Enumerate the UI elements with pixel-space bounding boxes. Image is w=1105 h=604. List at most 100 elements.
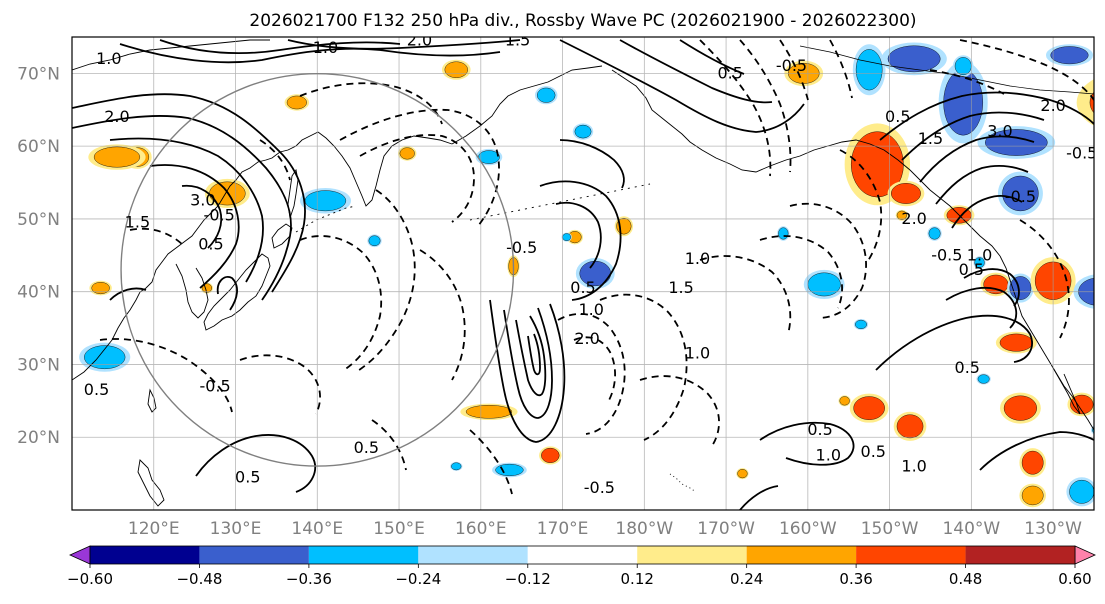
divergence-blob: [853, 318, 869, 330]
colorbar-bin: [199, 546, 309, 564]
divergence-blob: [450, 461, 463, 471]
divergence-blob: [777, 226, 790, 241]
divergence-blob: [1090, 425, 1094, 435]
contour-label: 0.5: [807, 420, 832, 439]
longitude-tick-label: 160°E: [455, 519, 507, 539]
contour-label: 2.0: [1040, 96, 1065, 115]
contour-positive: [109, 287, 147, 301]
contour-negative: [371, 419, 407, 471]
contour-label: 1.0: [578, 300, 603, 319]
longitude-tick-label: 140°E: [291, 519, 343, 539]
colorbar-labels: −0.60 −0.48 −0.36 −0.24 −0.12 0.12 0.24 0.36 0.4…: [67, 564, 1092, 588]
contour-label: -0.5: [199, 376, 230, 395]
contour-positive: [527, 333, 541, 376]
svg-text:0.5: 0.5: [354, 438, 379, 457]
divergence-blob: [1019, 448, 1046, 478]
divergence-blob: [539, 446, 562, 465]
contour-label: 3.0: [190, 191, 215, 210]
svg-text:1.0: 1.0: [816, 445, 841, 464]
svg-text:0.5: 0.5: [807, 420, 832, 439]
divergence-blob: [1007, 273, 1034, 303]
contour-label: -0.5: [931, 245, 962, 264]
svg-text:3.0: 3.0: [987, 122, 1012, 141]
longitude-tick-label: 140°W: [942, 519, 1000, 539]
svg-text:0.5: 0.5: [885, 107, 910, 126]
contour-label: 1.0: [313, 38, 338, 57]
contour-negative: [259, 139, 291, 181]
contour-label: 0.5: [959, 260, 984, 279]
contour-label: 1.5: [505, 37, 530, 50]
contour-label: 0.5: [570, 278, 595, 297]
contour-negative: [839, 149, 883, 265]
contour-positive: [159, 39, 401, 55]
svg-text:2.0: 2.0: [901, 209, 926, 228]
contour-label: 1.0: [685, 344, 710, 363]
colorbar-tick-label: 0.12: [621, 570, 654, 588]
contour-positive: [216, 276, 238, 311]
svg-text:0.5: 0.5: [861, 442, 886, 461]
svg-text:2.0: 2.0: [104, 107, 129, 126]
divergence-blob: [980, 272, 1012, 297]
svg-text:1.0: 1.0: [578, 300, 603, 319]
divergence-blob: [976, 373, 991, 385]
contour-negative: [699, 39, 772, 177]
contour-label: 2.0: [407, 37, 432, 50]
contour-negative: [639, 375, 720, 447]
divergence-blob: [849, 393, 889, 423]
contour-negative: [557, 313, 626, 435]
rossby-wave-contours-negative: [99, 39, 1094, 495]
svg-text:-0.5: -0.5: [584, 478, 615, 497]
kuril-islands: [295, 205, 357, 233]
japan-coastline: [203, 253, 271, 331]
divergence-blob: [1066, 477, 1094, 507]
colorbar-bin: [637, 546, 747, 564]
divergence-blob: [893, 411, 927, 441]
map-area[interactable]: 1.02.03.01.0 2.0 1.5-0.50.51.01.01.52.01.0…: [72, 31, 1105, 510]
contour-label: 0.5: [955, 358, 980, 377]
svg-text:-0.5: -0.5: [204, 205, 235, 224]
colorbar-tick-label: −0.24: [395, 570, 441, 588]
contour-negative: [789, 202, 867, 319]
latitude-tick-label: 50°N: [17, 210, 60, 230]
svg-text:2.0: 2.0: [1040, 96, 1065, 115]
divergence-blob: [952, 55, 974, 78]
svg-text:0.5: 0.5: [955, 358, 980, 377]
colorbar-bin: [746, 546, 857, 564]
divergence-blob: [492, 462, 527, 478]
svg-text:-0.5: -0.5: [931, 245, 962, 264]
contour-positive: [555, 201, 602, 269]
contour-label: 2.0: [104, 107, 129, 126]
contour-positive: [875, 314, 1033, 371]
divergence-blob: [852, 44, 886, 96]
longitude-tick-label: 130°E: [210, 519, 262, 539]
arctic-coastline: [72, 39, 270, 71]
divergence-blob: [995, 331, 1037, 354]
asia-coastline: [72, 131, 319, 381]
contour-positive: [119, 43, 501, 64]
svg-text:-0.5: -0.5: [1005, 187, 1036, 206]
contour-positive: [901, 111, 1045, 161]
contour-label: 1.0: [967, 245, 992, 264]
sakhalin-coastline: [287, 168, 299, 219]
chukotka-coastline: [451, 65, 603, 145]
colorbar-tick-label: −0.48: [176, 570, 222, 588]
contour-positive: [559, 139, 625, 189]
colorbar-tick-label: −0.36: [286, 570, 332, 588]
contour-negative: [699, 255, 792, 335]
contour-label: 1.5: [668, 278, 693, 297]
contour-negative: [829, 39, 853, 99]
longitude-tick-label: 170°E: [537, 519, 589, 539]
svg-text:1.0: 1.0: [685, 249, 710, 268]
divergence-blob: [534, 86, 558, 105]
latitude-tick-label: 20°N: [17, 428, 60, 448]
gridlines: [72, 37, 1094, 510]
contour-positive: [181, 184, 223, 249]
divergence-blob: [997, 171, 1043, 216]
contour-positive: [963, 268, 1020, 307]
contour-positive: [559, 39, 805, 133]
svg-text:0.5: 0.5: [235, 467, 260, 486]
svg-text:1.0: 1.0: [313, 38, 338, 57]
contour-negative: [129, 227, 185, 247]
longitude-tick-label: 150°W: [861, 519, 919, 539]
